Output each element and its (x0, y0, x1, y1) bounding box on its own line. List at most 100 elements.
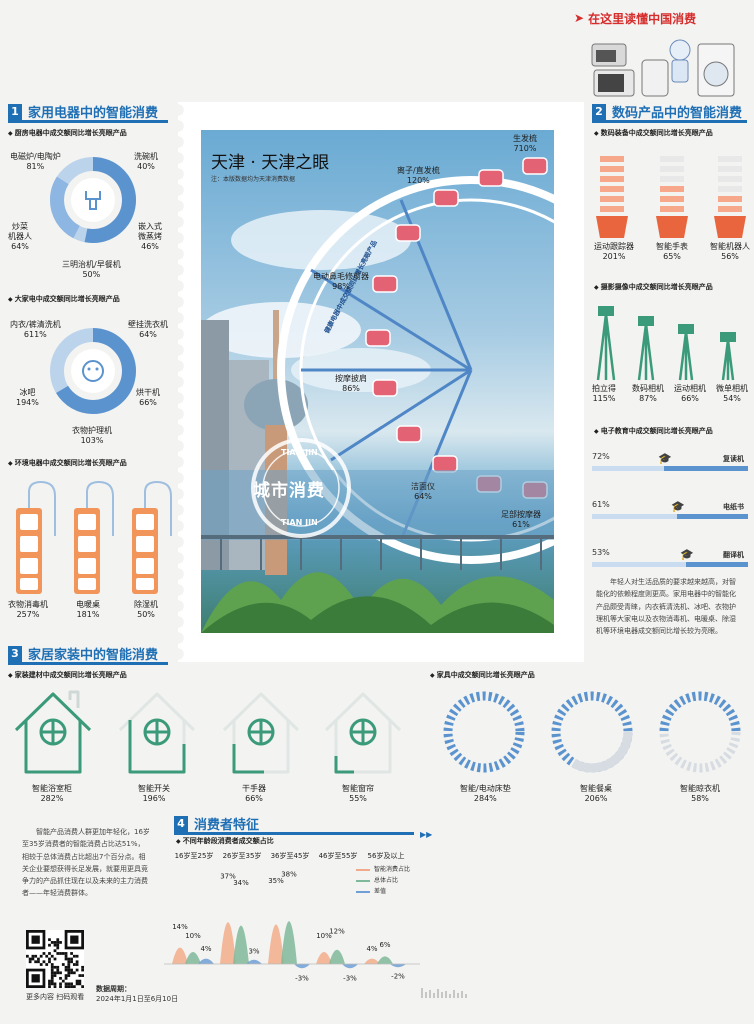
seal-top-text: TIAN JIN (281, 448, 318, 457)
edu-track (592, 562, 748, 567)
edu-bar (664, 466, 748, 471)
data-label: 6% (379, 941, 390, 949)
chart-peak (172, 947, 188, 964)
furniture-subtitle: 家具中成交额同比增长亮眼产品 (430, 670, 535, 680)
large-item-3: 冰吧 194% (16, 388, 39, 407)
edu-row: 53% 翻译机 🎓 (592, 548, 748, 574)
camera-subtitle: 摄影摄像中成交额同比增长亮眼产品 (594, 282, 713, 292)
camera-item-1: 拍立得 115% (592, 384, 616, 403)
seal-main-text: 城市消费 (253, 481, 325, 501)
header-banner: ➤ 在这里读懂中国消费 (574, 8, 744, 28)
digital-item-3: 智能机器人 56% (710, 242, 750, 261)
qr-code[interactable] (26, 930, 84, 988)
chart-peak (233, 925, 249, 964)
kitchen-item-1: 电磁炉/电陶炉 81% (10, 152, 61, 171)
divider (174, 832, 414, 835)
edu-track (592, 514, 748, 519)
furniture-item-3: 智能晾衣机 58% (680, 784, 720, 803)
chart-peak (294, 964, 310, 969)
large-appliance-subtitle: 大家电中成交额同比增长亮眼产品 (8, 294, 120, 304)
edu-label: 电纸书 (723, 503, 744, 511)
section-4-heading: 4 消费者特征 (174, 814, 259, 833)
chart-peak (329, 949, 345, 964)
legend-item: 智能消费占比 (356, 864, 410, 875)
chart-peak (198, 958, 214, 964)
divider (592, 120, 747, 123)
kitchen-item-3: 炒菜 机器人 64% (8, 222, 32, 251)
data-label: 35% (268, 877, 284, 885)
furniture-item-2: 智能餐桌 206% (580, 784, 612, 803)
edu-row: 61% 电纸书 🎓 (592, 500, 748, 526)
kitchen-item-2: 洗碗机 40% (134, 152, 158, 171)
digital-subtitle: 数码装备中成交额同比增长亮眼产品 (594, 128, 713, 138)
large-appliance-donut (50, 328, 136, 414)
qr-caption: 更多内容 扫码观看 (26, 993, 85, 1001)
legend-swatch (356, 890, 370, 893)
data-label: 4% (366, 945, 377, 953)
arrow-icon: ➤ (574, 11, 585, 25)
digital-item-2: 智能手表 65% (656, 242, 688, 261)
data-label: -3% (343, 975, 357, 983)
data-label: 10% (316, 932, 332, 940)
stamp-title: 天津 · 天津之眼 (211, 153, 330, 173)
divider (8, 120, 168, 123)
appliances-illustration (591, 39, 735, 97)
env-item-1: 衣物消毒机 257% (8, 600, 48, 619)
edu-value: 61% (592, 500, 610, 509)
section-1-heading: 1 家用电器中的智能消费 (8, 102, 158, 121)
camera-item-4: 微单相机 54% (716, 384, 748, 403)
stamp-item-4: 按摩披肩 86% (335, 374, 367, 393)
edu-bar (686, 562, 748, 567)
building-subtitle: 家装建材中成交额同比增长亮眼产品 (8, 670, 127, 680)
env-item-2: 电暖桌 181% (76, 600, 100, 619)
camera-item-3: 运动相机 66% (674, 384, 706, 403)
data-label: 10% (185, 932, 201, 940)
consumer-subtitle: 不同年龄段消费者成交额占比 (176, 836, 274, 846)
period-value: 2024年1月1日至6月10日 (96, 995, 179, 1003)
age-category-label: 36岁至45岁 (271, 851, 310, 860)
stamp-illustration: 天津 · 天津之眼 注：本版数据均为天津消费数据 TIAN JIN 城市消费 T… (201, 130, 554, 633)
age-category-label: 46岁至55岁 (319, 851, 358, 860)
stamp-item-5: 洁面仪 64% (411, 482, 435, 501)
stamp-item-3: 电动鼻毛修剪器 98% (313, 272, 369, 291)
kitchen-item-4: 嵌入式 微蒸烤 46% (138, 222, 162, 251)
chart-peak (390, 964, 406, 968)
edu-label: 翻译机 (723, 551, 744, 559)
stamp-item-6: 足部按摩器 61% (501, 510, 541, 529)
seal-bottom-text: TIAN JIN (281, 518, 318, 527)
digital-basket-bars (596, 156, 746, 238)
furniture-item-1: 智能/电动床垫 284% (460, 784, 511, 803)
section-2-heading: 2 数码产品中的智能消费 (592, 102, 742, 121)
edu-row: 72% 复读机 🎓 (592, 452, 748, 478)
edu-subtitle: 电子教育中成交额同比增长亮眼产品 (594, 426, 713, 436)
camera-item-2: 数码相机 87% (632, 384, 664, 403)
chart-peak (281, 921, 297, 964)
stamp-item-1: 生发梳 710% (513, 134, 537, 153)
consumer-age-chart: 16岁至25岁14%10%4%26岁至35岁37%34%3%36岁至45岁35%… (164, 851, 420, 983)
kitchen-donut (50, 157, 136, 243)
data-label: -3% (295, 975, 309, 983)
data-label: 14% (172, 923, 188, 931)
chart-peak (246, 959, 262, 964)
divider (8, 662, 168, 665)
tianjin-eye-scene (201, 157, 554, 633)
edu-value: 72% (592, 452, 610, 461)
stamp-item-2: 离子/直发梳 120% (397, 166, 440, 185)
legend-item: 总体占比 (356, 875, 410, 886)
age-category-label: 26岁至35岁 (223, 851, 262, 860)
env-item-3: 除湿机 50% (134, 600, 158, 619)
legend-swatch (356, 879, 370, 882)
chart-peak (316, 952, 332, 964)
house-icons (14, 690, 402, 774)
section-3-heading: 3 家居家装中的智能消费 (8, 644, 158, 663)
chart-peak (185, 952, 201, 964)
chart-peak (377, 956, 393, 964)
edu-label: 复读机 (723, 455, 744, 463)
header-title: 在这里读懂中国消费 (588, 11, 697, 26)
env-subtitle: 环境电器中成交额同比增长亮眼产品 (8, 458, 127, 468)
large-item-2: 壁挂洗衣机 64% (128, 320, 168, 339)
data-label: 34% (233, 879, 249, 887)
chart-peak (342, 964, 358, 969)
data-label: 4% (200, 945, 211, 953)
power-strips (16, 480, 172, 594)
